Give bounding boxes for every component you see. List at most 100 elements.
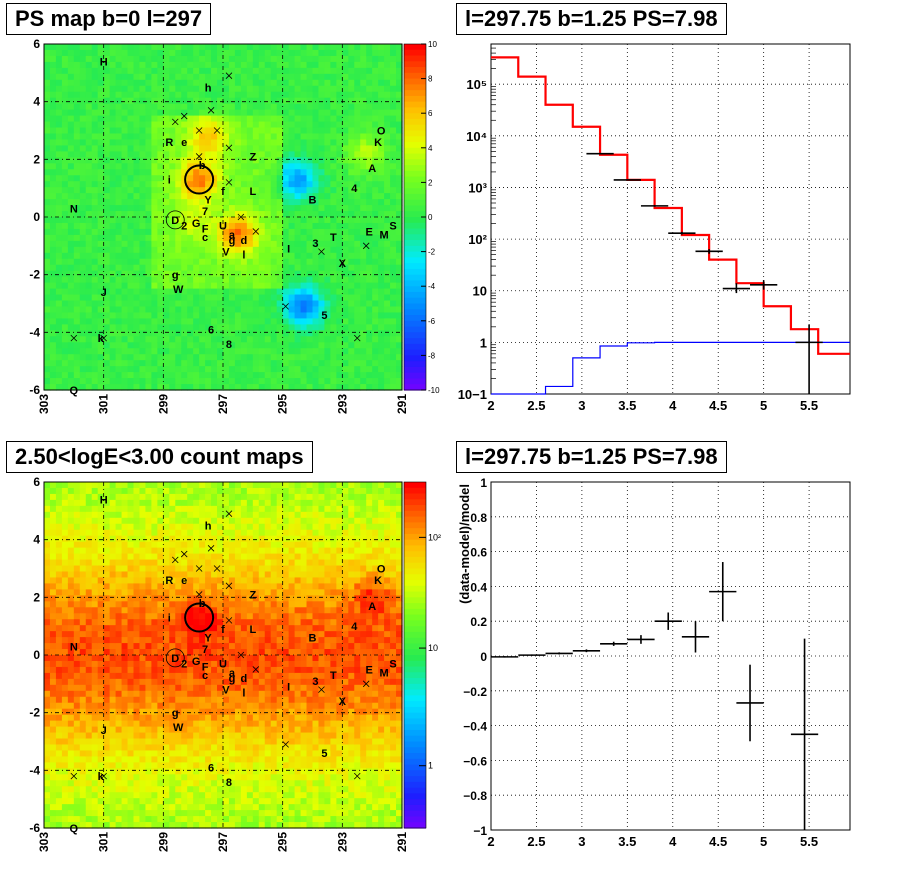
source-marker: [282, 741, 289, 748]
colorbar: [404, 482, 426, 829]
source-marker: [237, 651, 245, 659]
source-label: i: [168, 613, 171, 625]
source-label: S: [389, 659, 396, 671]
source-label: 2: [181, 659, 187, 671]
residual-y-tick-label: −1: [473, 824, 487, 838]
source-label: Y: [204, 195, 212, 207]
source-label: G: [192, 656, 201, 668]
spectrum-x-tick-label: 5: [760, 398, 767, 413]
spectrum-panel: 2 2.5 3 3.5 4 4.5 5 5.5 10−1 1 10 10² 10³ 10⁴ 10⁵: [458, 43, 851, 413]
source-label: B: [309, 195, 317, 207]
source-label: Z: [249, 151, 256, 163]
source-label: F: [202, 662, 209, 674]
source-marker: [353, 334, 361, 342]
map-y-tick-label: -6: [29, 383, 40, 397]
colorbar-tick-label: 10²: [428, 532, 441, 542]
source-label: I: [287, 244, 290, 256]
map-x-tick-label: 291: [395, 832, 409, 852]
source-label: M: [380, 667, 389, 679]
spectrum-x-tick-label: 2: [487, 398, 494, 413]
source-circle: [165, 210, 185, 230]
source-label: V: [222, 685, 230, 697]
spectrum-x-tick-label: 4.5: [709, 398, 727, 413]
map-x-tick-label: 291: [395, 394, 409, 414]
residual-x-tick-label: 3: [578, 834, 585, 849]
spectrum-y-tick-label: 10⁴: [466, 129, 487, 144]
source-label: O: [377, 126, 386, 138]
source-label: Q: [70, 823, 79, 835]
residual-y-tick-label: −0.8: [463, 789, 487, 803]
source-marker: [100, 334, 107, 342]
map-frame: [43, 43, 403, 391]
source-label: e: [181, 137, 187, 149]
source-marker: [180, 550, 188, 558]
ps-map-pixels: [44, 44, 403, 391]
source-marker: [171, 556, 179, 564]
map-x-tick-label: 301: [97, 394, 111, 414]
map-x-tick-label: 293: [335, 832, 349, 852]
map-x-tick-label: 293: [335, 394, 349, 414]
residual-y-tick-label: −0.6: [463, 754, 487, 768]
source-label: 2: [181, 221, 187, 233]
source-label: k: [98, 771, 105, 783]
residual-y-tick-label: 0.6: [470, 546, 487, 560]
source-label: I: [287, 682, 290, 694]
source-marker: [207, 545, 215, 552]
total-model-line: [491, 56, 850, 355]
map-x-tick-label: 299: [156, 394, 170, 414]
colorbar-tick-label: -4: [428, 282, 436, 291]
source-label: S: [389, 221, 396, 233]
source-label: N: [70, 203, 78, 215]
source-label: e: [181, 575, 187, 587]
residual-y-axis-label: (data-model)/model: [457, 484, 472, 604]
residual-x-tick-label: 2.5: [527, 834, 545, 849]
source-label: D: [171, 653, 179, 665]
source-marker: [195, 565, 203, 572]
residual-x-tick-label: 3.5: [618, 834, 636, 849]
source-label: R: [165, 575, 173, 587]
source-label: H: [100, 494, 108, 506]
colorbar-tick-label: 6: [428, 109, 433, 118]
residual-x-tick-label: 5: [760, 834, 767, 849]
map-y-tick-label: -2: [29, 706, 40, 720]
source-marker: [353, 772, 361, 780]
source-label: E: [366, 664, 373, 676]
source-label: Y: [204, 633, 212, 645]
source-label: U: [219, 221, 227, 233]
map-y-tick-label: 2: [33, 590, 40, 604]
source-label: 3: [312, 676, 318, 688]
map-y-tick-label: -4: [29, 763, 40, 777]
source-label: h: [205, 82, 212, 94]
residual-x-tick-label: 2: [487, 834, 494, 849]
source-label: 4: [351, 183, 358, 195]
map-y-tick-label: 0: [33, 648, 40, 662]
source-marker: [213, 565, 221, 572]
colorbar-tick-label: 10: [428, 643, 438, 653]
map-y-tick-label: 6: [33, 475, 40, 489]
spectrum-y-tick-label: 1: [480, 335, 487, 350]
map-x-tick-label: 299: [156, 832, 170, 852]
source-marker: [362, 242, 370, 250]
spectrum-frame: [490, 43, 851, 395]
source-label: O: [377, 564, 386, 576]
source-marker: [213, 127, 221, 134]
map-x-tick-label: 303: [37, 832, 51, 852]
source-label: 3: [312, 238, 318, 250]
source-marker: [207, 107, 215, 114]
source-label: 5: [321, 748, 327, 760]
colorbar-tick-label: 2: [428, 178, 433, 187]
source-label: h: [205, 520, 212, 532]
colorbar-tick-label: -8: [428, 351, 436, 360]
source-marker: [282, 303, 289, 310]
source-label: A: [368, 601, 376, 613]
source-label: W: [173, 284, 184, 296]
source-label: D: [171, 215, 179, 227]
source-marker: [180, 112, 188, 120]
source-label: G: [192, 218, 201, 230]
source-label: V: [222, 247, 230, 259]
source-label: c: [202, 232, 208, 244]
colorbar-tick-label: 8: [428, 75, 433, 84]
source-label: d: [241, 673, 248, 685]
